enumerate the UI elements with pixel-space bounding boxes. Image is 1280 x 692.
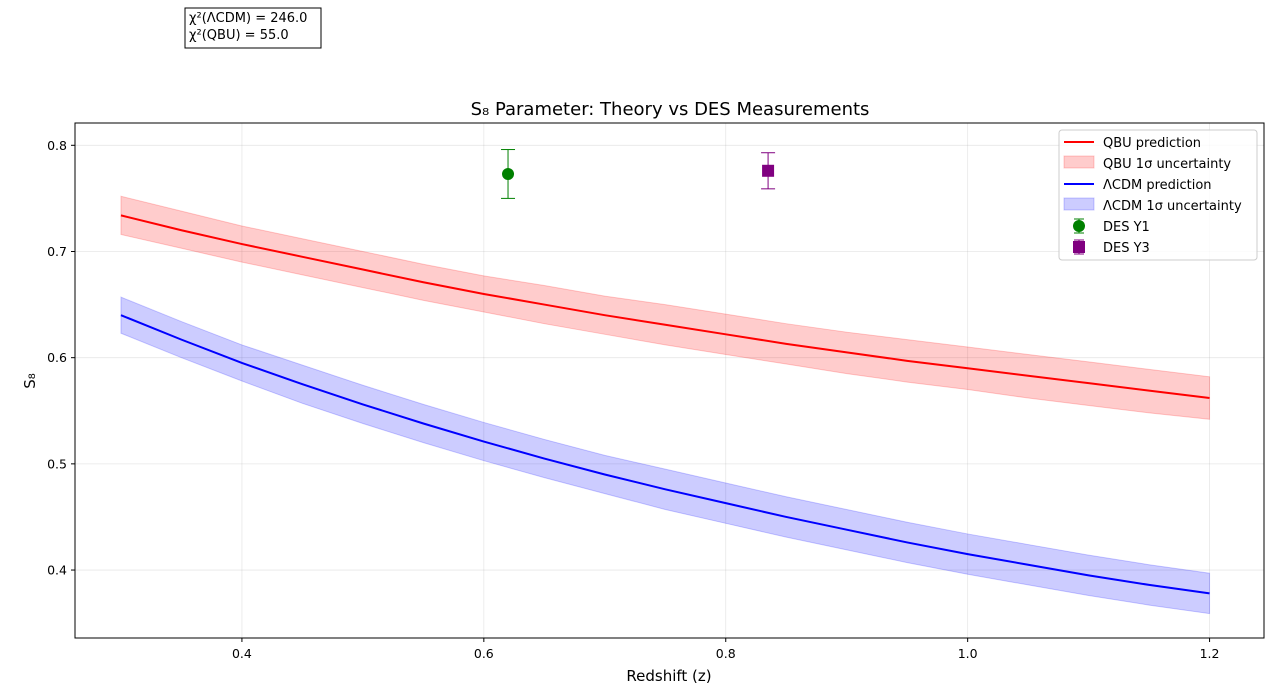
legend-des-y1-swatch: [1073, 218, 1085, 234]
point-des-y3: [761, 152, 776, 190]
y-tick-label: 0.5: [47, 456, 67, 471]
x-tick-label: 1.2: [1200, 646, 1220, 661]
marker-circle: [502, 167, 515, 180]
legend-des-y3-swatch: [1073, 239, 1085, 255]
y-tick-label: 0.4: [47, 563, 67, 578]
x-tick-label: 0.4: [232, 646, 252, 661]
legend: QBU prediction QBU 1σ uncertainty ΛCDM p…: [1058, 129, 1258, 261]
legend-des-y1: DES Y1: [1103, 220, 1150, 235]
line-lcdm: [120, 314, 1210, 595]
band-lcdm: [120, 296, 1211, 615]
x-tick-label: 0.6: [474, 646, 494, 661]
measurement-points: [501, 149, 776, 199]
y-tick-label: 0.7: [47, 244, 67, 259]
y-axis-label: S₈: [21, 373, 39, 389]
legend-lcdm-prediction: ΛCDM prediction: [1103, 178, 1212, 193]
uncertainty-bands: [120, 195, 1211, 615]
point-des-y1: [501, 149, 516, 199]
chi-square-lcdm: χ²(ΛCDM) = 246.0: [189, 11, 307, 26]
y-tick-label: 0.8: [47, 138, 67, 153]
legend-qbu-uncertainty: QBU 1σ uncertainty: [1103, 157, 1231, 172]
legend-lcdm-band-swatch: [1063, 197, 1095, 211]
y-tick-label: 0.6: [47, 350, 67, 365]
plot-frame: [74, 122, 1265, 639]
legend-qbu-prediction: QBU prediction: [1103, 136, 1201, 151]
x-tick-label: 1.0: [958, 646, 978, 661]
legend-qbu-band-swatch: [1063, 155, 1095, 169]
band-qbu: [120, 195, 1211, 420]
chi-square-qbu: χ²(QBU) = 55.0: [189, 28, 289, 43]
x-tick-label: 0.8: [716, 646, 736, 661]
axis-ticks: 0.4 0.6 0.8 1.0 1.2 0.4 0.5 0.6 0.7 0.8: [47, 138, 1219, 661]
chart-title: S₈ Parameter: Theory vs DES Measurements: [471, 99, 870, 120]
legend-des-y3: DES Y3: [1103, 241, 1150, 256]
legend-lcdm-uncertainty: ΛCDM 1σ uncertainty: [1103, 199, 1242, 214]
marker-square: [762, 164, 775, 177]
line-qbu: [120, 214, 1210, 400]
x-axis-label: Redshift (z): [626, 667, 711, 685]
prediction-lines: [120, 214, 1210, 595]
chi-square-box: χ²(ΛCDM) = 246.0 χ²(QBU) = 55.0: [184, 7, 322, 49]
